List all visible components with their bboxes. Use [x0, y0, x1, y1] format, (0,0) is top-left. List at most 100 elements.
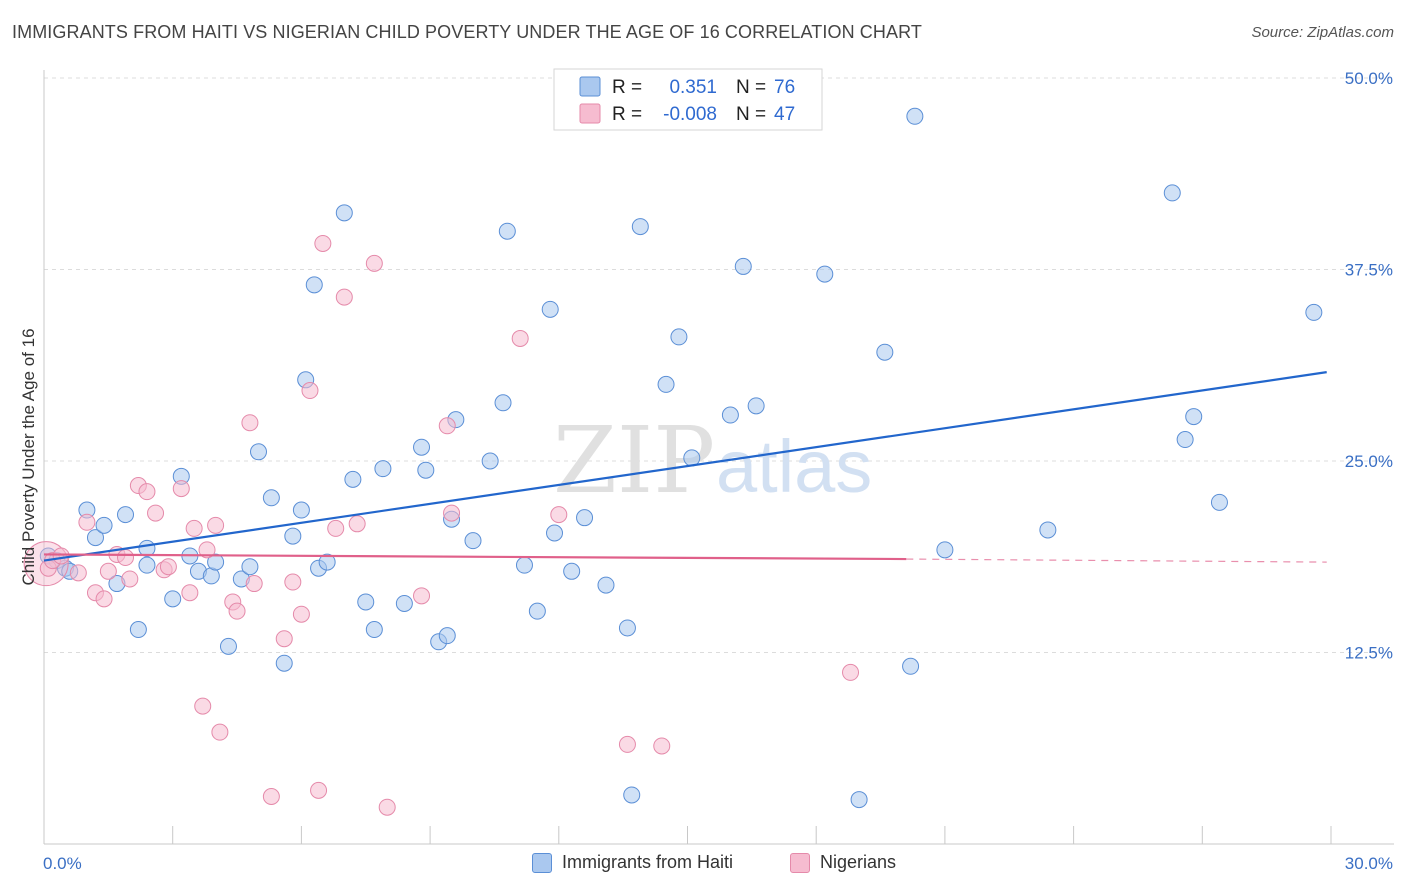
legend-n-value-nigeria: 47 [774, 104, 795, 125]
nigeria-point [241, 414, 259, 432]
nigeria-point [78, 513, 96, 531]
haiti-point [747, 397, 765, 415]
axis-layer [43, 70, 1394, 845]
haiti-point [481, 452, 499, 470]
haiti-point [335, 204, 353, 222]
haiti-point [250, 443, 267, 461]
haiti-point [292, 501, 310, 519]
legend-n-label-nigeria: N = [736, 104, 766, 125]
trend-layer [43, 371, 1327, 563]
stats-legend: R = 0.351 N = 76 R = -0.008 N = 47 [553, 68, 823, 131]
haiti-point [515, 556, 533, 574]
haiti-point [438, 627, 456, 645]
y-tick-label: 25.0% [1345, 452, 1393, 471]
nigeria-point [365, 254, 383, 272]
haiti-point [657, 375, 675, 393]
haiti-trend-line [43, 371, 1327, 562]
haiti-point [1305, 303, 1323, 321]
legend-r-value-nigeria: -0.008 [663, 104, 717, 125]
haiti-point [365, 621, 383, 639]
nigeria-point [207, 516, 225, 534]
nigeria-point [335, 288, 353, 306]
tick-layer: 12.5% 25.0% 37.5% 50.0% 0.0% 30.0% [43, 69, 1393, 873]
haiti-point [936, 541, 954, 559]
haiti-point [1163, 184, 1181, 202]
nigeria-point [159, 558, 177, 576]
haiti-point [721, 406, 739, 424]
nigeria-point [348, 515, 366, 533]
bottom-legend-nigerians[interactable]: Nigerians [790, 852, 896, 873]
haiti-point [464, 532, 482, 550]
haiti-point [117, 506, 135, 524]
nigeria-point [284, 573, 302, 591]
nigeria-point [842, 663, 860, 681]
nigeria-point [550, 506, 568, 524]
nigeria-point [378, 798, 396, 816]
haiti-point [734, 257, 752, 275]
haiti-point [1185, 408, 1203, 426]
nigeria-point [438, 417, 456, 435]
nigeria-point [245, 575, 263, 593]
haiti-point [546, 524, 564, 542]
nigeria-point [194, 697, 212, 715]
nigeria-point [275, 630, 293, 648]
nigeria-point [618, 735, 636, 753]
nigeria-point [52, 547, 70, 565]
haiti-point [1210, 493, 1228, 511]
legend-r-value-haiti: 0.351 [669, 77, 717, 98]
haiti-point [597, 576, 615, 594]
haiti-point [906, 107, 924, 125]
y-axis-label: Child Poverty Under the Age of 16 [19, 328, 38, 585]
x-tick-label-min: 0.0% [43, 854, 82, 873]
nigeria-points [23, 234, 860, 816]
haiti-point [413, 438, 431, 456]
nigeria-point [511, 329, 529, 347]
bottom-legend: Immigrants from Haiti Nigerians [0, 852, 1406, 878]
nigeria-point [121, 570, 139, 588]
nigeria-point [185, 519, 203, 537]
legend-swatch-nigeria [579, 103, 601, 124]
haiti-point [902, 657, 920, 675]
haiti-point [528, 602, 546, 620]
nigeria-trend-line [43, 553, 907, 561]
nigeria-point [413, 587, 431, 605]
haiti-point [670, 328, 688, 346]
haiti-point [262, 489, 280, 507]
nigeria-point [443, 504, 461, 522]
legend-n-label-haiti: N = [736, 77, 766, 98]
nigeria-point [310, 781, 328, 799]
y-tick-label: 12.5% [1345, 644, 1393, 663]
nigeria-point [301, 382, 319, 400]
haiti-point [95, 516, 113, 534]
haiti-point [164, 590, 182, 608]
nigeria-point [138, 483, 156, 501]
nigeria-point [262, 788, 280, 806]
haiti-point [816, 265, 834, 283]
legend-n-value-haiti: 76 [774, 77, 795, 98]
haiti-point [563, 562, 581, 580]
haiti-point [395, 594, 413, 612]
haiti-point [623, 786, 641, 804]
haiti-point [305, 276, 323, 294]
nigeria-point [198, 541, 216, 559]
haiti-point [129, 621, 147, 639]
haiti-point [498, 222, 516, 240]
nigeria-point [327, 519, 345, 537]
nigeria-point [314, 234, 332, 252]
bottom-legend-haiti[interactable]: Immigrants from Haiti [532, 852, 733, 873]
haiti-point [576, 509, 594, 527]
nigeria-trend-extension [906, 558, 1327, 563]
y-tick-label: 50.0% [1345, 69, 1393, 88]
haiti-point [1039, 521, 1057, 539]
nigeria-point [172, 480, 190, 498]
nigeria-point [99, 562, 117, 580]
haiti-point [374, 460, 392, 478]
chart-source: Source: ZipAtlas.com [1251, 24, 1394, 41]
bottom-legend-haiti-label: Immigrants from Haiti [562, 852, 734, 872]
haiti-point [541, 300, 559, 318]
haiti-point [1176, 431, 1194, 449]
nigeria-point [95, 590, 113, 608]
haiti-point [318, 553, 336, 571]
haiti-point [219, 637, 237, 655]
